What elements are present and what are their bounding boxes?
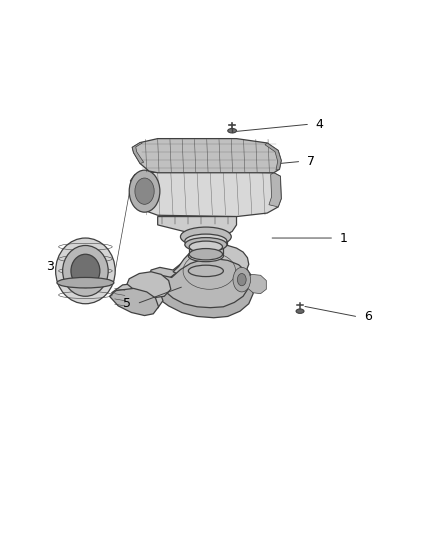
- Text: 4: 4: [316, 118, 324, 131]
- Polygon shape: [188, 256, 223, 271]
- Ellipse shape: [56, 238, 115, 304]
- Text: 7: 7: [307, 155, 315, 168]
- Polygon shape: [132, 142, 144, 164]
- Polygon shape: [185, 241, 227, 245]
- Text: 5: 5: [123, 297, 131, 310]
- Polygon shape: [158, 259, 250, 308]
- Polygon shape: [149, 262, 253, 318]
- Ellipse shape: [296, 309, 304, 313]
- Polygon shape: [127, 272, 171, 298]
- Polygon shape: [189, 247, 223, 254]
- Ellipse shape: [63, 246, 108, 296]
- Ellipse shape: [129, 170, 160, 212]
- Ellipse shape: [180, 227, 231, 246]
- Polygon shape: [149, 255, 252, 308]
- Ellipse shape: [189, 241, 223, 253]
- Polygon shape: [173, 245, 249, 280]
- Polygon shape: [131, 179, 145, 211]
- Ellipse shape: [185, 234, 227, 248]
- Polygon shape: [110, 288, 159, 316]
- Ellipse shape: [237, 273, 246, 286]
- Polygon shape: [112, 283, 163, 311]
- Ellipse shape: [189, 248, 223, 260]
- Ellipse shape: [71, 254, 100, 287]
- Polygon shape: [132, 139, 281, 173]
- Polygon shape: [245, 274, 266, 294]
- Text: 6: 6: [364, 310, 372, 324]
- Polygon shape: [131, 172, 281, 216]
- Polygon shape: [265, 143, 281, 170]
- Polygon shape: [158, 216, 237, 237]
- Ellipse shape: [135, 178, 154, 204]
- Ellipse shape: [233, 268, 251, 292]
- Ellipse shape: [185, 238, 227, 252]
- Ellipse shape: [57, 278, 114, 288]
- Ellipse shape: [188, 251, 223, 262]
- Ellipse shape: [228, 128, 237, 133]
- Polygon shape: [269, 173, 281, 207]
- Text: 3: 3: [46, 260, 54, 273]
- Text: 1: 1: [340, 231, 348, 245]
- Ellipse shape: [188, 265, 223, 277]
